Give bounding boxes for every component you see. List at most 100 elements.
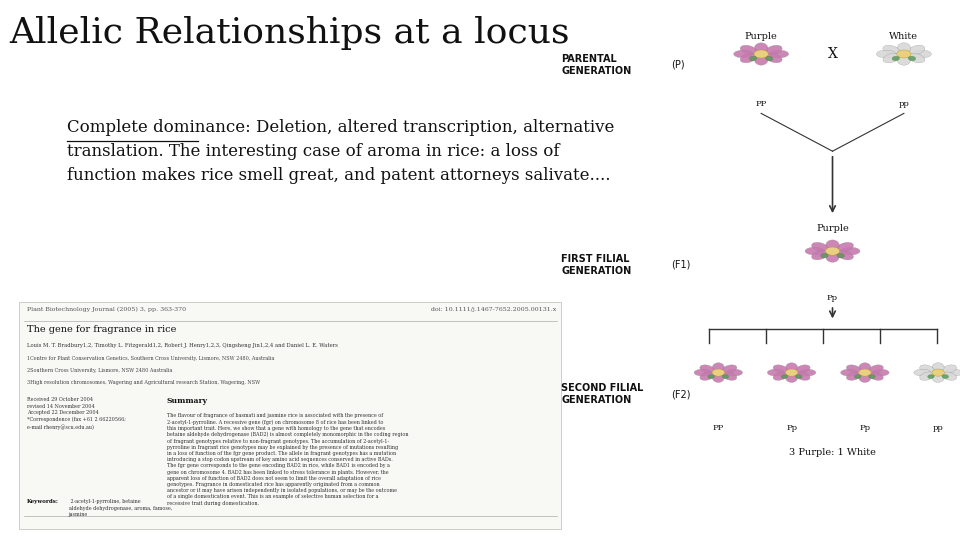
Ellipse shape (750, 56, 756, 60)
Ellipse shape (872, 369, 889, 376)
Circle shape (858, 369, 871, 376)
Ellipse shape (942, 372, 956, 380)
Ellipse shape (869, 372, 883, 380)
Ellipse shape (942, 365, 956, 373)
Ellipse shape (826, 240, 839, 251)
Circle shape (826, 247, 840, 255)
Ellipse shape (946, 369, 960, 376)
Ellipse shape (795, 365, 810, 373)
Ellipse shape (755, 43, 768, 54)
Text: Keywords:: Keywords: (27, 500, 59, 504)
Text: Complete dominance: Deletion, altered transcription, alternative
translation. Th: Complete dominance: Deletion, altered tr… (66, 119, 614, 184)
Ellipse shape (942, 375, 948, 379)
Ellipse shape (700, 372, 714, 380)
Ellipse shape (841, 369, 857, 376)
Text: pp: pp (933, 424, 944, 432)
Text: (F1): (F1) (671, 260, 690, 269)
Ellipse shape (869, 365, 883, 373)
Text: Summary: Summary (166, 397, 207, 405)
Ellipse shape (769, 50, 789, 58)
Text: Received 29 October 2004
revised 14 November 2004
Accepted 22 December 2004
*Cor: Received 29 October 2004 revised 14 Nove… (27, 397, 126, 429)
Ellipse shape (826, 251, 839, 262)
Text: 2-acetyl-1-pyrroline, betaine
aldehyde dehydrogenase, aroma, famose,
jasmine: 2-acetyl-1-pyrroline, betaine aldehyde d… (68, 500, 172, 517)
Ellipse shape (892, 56, 900, 60)
Text: SECOND FILIAL
GENERATION: SECOND FILIAL GENERATION (562, 383, 644, 405)
Ellipse shape (837, 242, 853, 252)
Ellipse shape (740, 53, 757, 63)
Ellipse shape (799, 369, 816, 376)
Text: 2Southern Cross University, Lismore, NSW 2480 Australia: 2Southern Cross University, Lismore, NSW… (27, 368, 172, 373)
Ellipse shape (785, 363, 798, 373)
Text: White: White (889, 32, 919, 42)
Text: 3 Purple: 1 White: 3 Purple: 1 White (789, 448, 876, 457)
Ellipse shape (755, 54, 768, 65)
Ellipse shape (805, 247, 825, 255)
Ellipse shape (920, 365, 934, 373)
Text: pp: pp (899, 100, 909, 108)
Circle shape (897, 50, 911, 58)
Text: PP: PP (756, 100, 767, 108)
Text: (P): (P) (671, 60, 684, 70)
Text: Louis M. T. Bradbury1,2, Timothy L. Fitzgerald1,2, Robert J. Henry1,2,3, Qingshe: Louis M. T. Bradbury1,2, Timothy L. Fitz… (27, 343, 338, 348)
Ellipse shape (722, 365, 737, 373)
Ellipse shape (811, 242, 828, 252)
Ellipse shape (726, 369, 743, 376)
Text: Plant Biotechnology Journal (2005) 3, pp. 363-370: Plant Biotechnology Journal (2005) 3, pp… (27, 307, 186, 312)
FancyBboxPatch shape (19, 302, 562, 529)
Ellipse shape (694, 369, 711, 376)
Ellipse shape (708, 375, 714, 379)
Ellipse shape (765, 45, 782, 55)
Ellipse shape (908, 53, 924, 63)
Text: Allelic Relationships at a locus: Allelic Relationships at a locus (10, 16, 570, 50)
Text: 3High resolution chromosomes, Wagering and Agricultural research Station, Wageri: 3High resolution chromosomes, Wagering a… (27, 380, 260, 385)
Text: Pp: Pp (827, 294, 838, 302)
Text: The flavour of fragrance of basmati and jasmine rice is associated with the pres: The flavour of fragrance of basmati and … (166, 413, 408, 505)
Ellipse shape (859, 373, 871, 382)
Ellipse shape (795, 372, 810, 380)
Ellipse shape (781, 375, 788, 379)
Ellipse shape (927, 375, 934, 379)
Text: Pp: Pp (859, 424, 871, 432)
Ellipse shape (859, 363, 871, 373)
Ellipse shape (883, 45, 900, 55)
Ellipse shape (854, 375, 861, 379)
Circle shape (932, 369, 945, 376)
Ellipse shape (908, 56, 916, 60)
Ellipse shape (920, 372, 934, 380)
Ellipse shape (767, 369, 784, 376)
Text: doi: 10.1111/j.1467-7652.2005.00131.x: doi: 10.1111/j.1467-7652.2005.00131.x (431, 307, 557, 312)
Text: Purple: Purple (745, 32, 778, 42)
Ellipse shape (847, 372, 861, 380)
Ellipse shape (908, 45, 924, 55)
Ellipse shape (796, 375, 802, 379)
Text: Purple: Purple (816, 224, 849, 233)
Circle shape (754, 50, 768, 58)
Ellipse shape (932, 373, 944, 382)
Text: The gene for fragrance in rice: The gene for fragrance in rice (27, 325, 176, 334)
Ellipse shape (712, 373, 725, 382)
Ellipse shape (932, 363, 944, 373)
Text: PARENTAL
GENERATION: PARENTAL GENERATION (562, 54, 632, 76)
Text: X: X (828, 47, 837, 61)
Ellipse shape (897, 54, 911, 65)
Ellipse shape (869, 375, 876, 379)
Ellipse shape (897, 43, 911, 54)
Ellipse shape (837, 253, 845, 258)
Ellipse shape (722, 375, 729, 379)
Text: Pp: Pp (786, 424, 797, 432)
Ellipse shape (765, 56, 773, 60)
Ellipse shape (912, 50, 931, 58)
Circle shape (712, 369, 725, 376)
Ellipse shape (733, 50, 753, 58)
Ellipse shape (914, 369, 931, 376)
Circle shape (785, 369, 798, 376)
Ellipse shape (765, 53, 782, 63)
Ellipse shape (847, 365, 861, 373)
Text: (F2): (F2) (671, 389, 690, 399)
Ellipse shape (773, 372, 788, 380)
Ellipse shape (876, 50, 896, 58)
Ellipse shape (785, 373, 798, 382)
Ellipse shape (722, 372, 737, 380)
Ellipse shape (773, 365, 788, 373)
Text: PP: PP (712, 424, 724, 432)
